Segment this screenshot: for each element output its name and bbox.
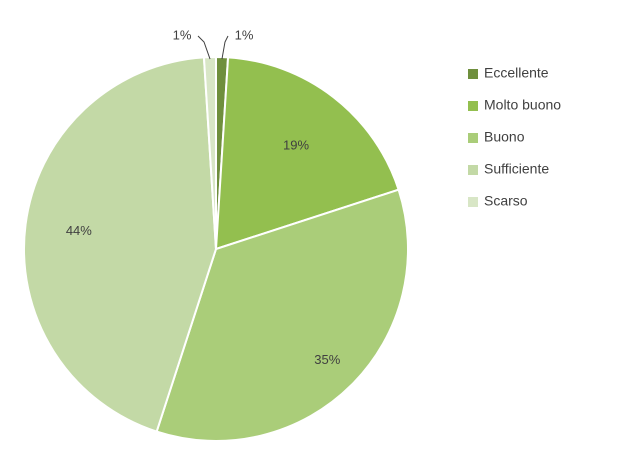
leader-lines — [197, 35, 229, 60]
pie-slice-molto-buono — [214, 56, 400, 251]
data-label-buono: 35% — [314, 352, 340, 367]
pie-slices — [23, 55, 409, 442]
data-label-scarso: 1% — [173, 27, 192, 42]
data-label-sufficiente: 44% — [66, 223, 92, 238]
data-label-molto-buono: 19% — [283, 137, 309, 152]
legend-label-molto-buono: Molto buono — [484, 97, 561, 113]
pie-slice-sufficiente — [23, 56, 218, 433]
legend-label-scarso: Scarso — [484, 193, 528, 209]
legend-label-eccellente: Eccellente — [484, 65, 549, 81]
legend-swatch-eccellente — [468, 69, 478, 79]
legend-label-buono: Buono — [484, 129, 525, 145]
legend-swatch-buono — [468, 133, 478, 143]
pie-slice-buono — [155, 188, 409, 442]
legend-swatch-scarso — [468, 197, 478, 207]
data-labels: 1% 19% 35% 44% 1% — [66, 27, 341, 366]
pie-slice-scarso — [202, 55, 217, 250]
leader-line-eccellente — [221, 35, 229, 60]
legend-swatch-molto-buono — [468, 101, 478, 111]
leader-line-scarso — [197, 35, 211, 60]
legend-swatch-sufficiente — [468, 165, 478, 175]
data-label-eccellente: 1% — [235, 27, 254, 42]
legend: Eccellente Molto buono Buono Sufficiente Sca… — [468, 65, 561, 209]
legend-label-sufficiente: Sufficiente — [484, 161, 549, 177]
